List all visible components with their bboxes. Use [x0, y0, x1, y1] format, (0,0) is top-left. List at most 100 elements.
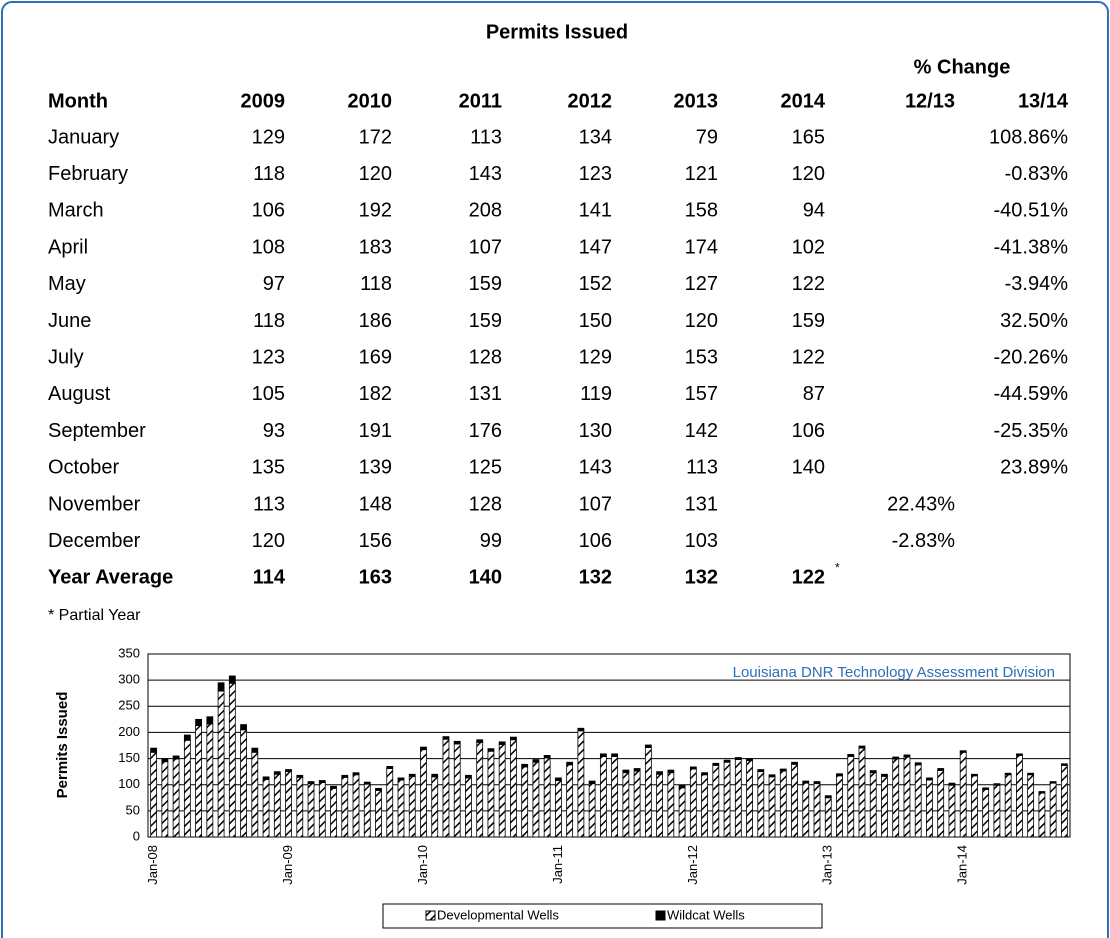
bar-segment — [363, 783, 371, 838]
value-cell: 141 — [579, 200, 612, 222]
bar-segment — [217, 682, 225, 692]
bar-segment — [982, 789, 990, 838]
column-header: 2010 — [348, 90, 393, 112]
bar-segment — [318, 780, 326, 784]
bar-segment — [611, 756, 619, 838]
bar-segment — [1004, 774, 1012, 838]
bar-segment — [791, 763, 798, 838]
month-cell: February — [48, 163, 128, 185]
bar-segment — [768, 774, 776, 778]
bar-segment — [555, 780, 562, 838]
bar-segment — [588, 780, 596, 785]
column-header: 2011 — [459, 90, 502, 112]
y-axis-label: Permits Issued — [54, 692, 71, 799]
x-tick-label: Jan-12 — [685, 845, 700, 885]
bar-segment — [971, 775, 978, 838]
value-cell: 131 — [469, 383, 502, 405]
bar-segment — [903, 754, 911, 758]
bar-segment — [397, 777, 405, 781]
average-cell: 122 — [792, 567, 825, 589]
bar-segment — [937, 770, 945, 838]
change-cell: -44.59% — [994, 383, 1069, 405]
legend-swatch — [425, 910, 436, 921]
bar-segment — [611, 753, 619, 757]
bar-segment — [1016, 753, 1023, 756]
bar-segment — [599, 756, 607, 838]
legend-label: Wildcat Wells — [667, 907, 745, 922]
value-cell: 191 — [359, 420, 392, 442]
value-cell: 140 — [792, 457, 825, 479]
bar-segment — [577, 730, 585, 838]
month-cell: January — [48, 126, 119, 148]
column-header: 2009 — [241, 90, 286, 112]
value-cell: 118 — [360, 273, 392, 295]
value-cell: 103 — [685, 530, 718, 552]
value-cell: 87 — [803, 383, 825, 405]
bar-segment — [881, 775, 888, 838]
value-cell: 113 — [686, 457, 718, 479]
bar-segment — [712, 764, 720, 838]
value-cell: 107 — [469, 236, 502, 258]
bar-segment — [296, 776, 304, 838]
change-cell: -3.94% — [1005, 273, 1069, 295]
bar-segment — [206, 716, 214, 725]
value-cell: 106 — [579, 530, 612, 552]
bar-segment — [386, 766, 394, 769]
bar-segment — [926, 779, 933, 838]
month-cell: March — [48, 200, 104, 222]
bar-segment — [959, 751, 967, 838]
bar-segment — [1060, 763, 1068, 766]
value-cell: 106 — [252, 200, 285, 222]
bar-segment — [150, 747, 158, 753]
value-cell: 165 — [792, 126, 825, 148]
value-cell: 186 — [359, 310, 392, 332]
bar-segment — [262, 779, 270, 838]
y-tick-label: 0 — [133, 828, 140, 843]
bar-segment — [993, 783, 1001, 786]
legend — [382, 903, 823, 929]
value-cell: 156 — [359, 530, 392, 552]
value-cell: 142 — [685, 420, 718, 442]
bar-segment — [341, 774, 349, 778]
value-cell: 118 — [253, 310, 285, 332]
bar-segment — [431, 773, 439, 778]
bar-segment — [510, 736, 517, 741]
bar-segment — [240, 729, 247, 838]
average-cell: 163 — [359, 567, 392, 589]
footnote: * Partial Year — [48, 607, 141, 624]
bar-segment — [779, 768, 787, 772]
bar-segment — [330, 785, 337, 789]
y-tick-label: 250 — [118, 698, 140, 713]
bar-segment — [734, 759, 742, 838]
bar-segment — [251, 747, 259, 753]
bar-segment — [566, 761, 574, 766]
bar-segment — [228, 675, 236, 684]
y-tick-label: 150 — [118, 750, 140, 765]
bar-segment — [476, 739, 484, 743]
bar-segment — [555, 777, 562, 781]
y-tick-label: 350 — [118, 645, 140, 660]
bar-segment — [532, 761, 540, 838]
bar-segment — [678, 787, 686, 838]
bar-segment — [633, 768, 641, 772]
month-cell: November — [48, 493, 141, 515]
bar-segment — [656, 773, 663, 838]
x-tick-label: Jan-13 — [820, 845, 835, 885]
bar-segment — [1060, 764, 1068, 838]
average-cell: 132 — [579, 567, 612, 589]
bar-segment — [521, 763, 529, 768]
value-cell: 159 — [792, 310, 825, 332]
month-cell: August — [48, 383, 111, 405]
column-header: 13/14 — [1018, 90, 1069, 112]
bar-segment — [644, 744, 652, 748]
bar-segment — [341, 776, 349, 838]
bar-segment — [318, 782, 326, 838]
bar-segment — [285, 769, 292, 773]
bar-segment — [734, 757, 742, 761]
value-cell: 97 — [263, 273, 285, 295]
bar-segment — [1016, 755, 1023, 838]
change-cell: -0.83% — [1005, 163, 1069, 185]
bar-segment — [847, 753, 855, 757]
value-cell: 128 — [469, 493, 502, 515]
